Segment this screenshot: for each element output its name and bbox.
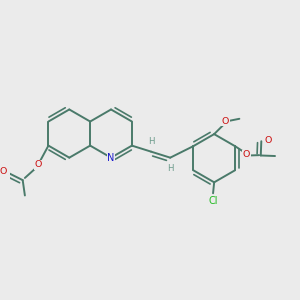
Text: O: O [34,160,42,169]
Text: H: H [167,164,174,172]
Text: Cl: Cl [208,196,218,206]
Text: O: O [265,136,272,145]
Text: H: H [148,137,155,146]
Text: O: O [222,117,229,126]
Text: O: O [243,150,250,159]
Text: N: N [107,153,115,163]
Text: O: O [0,167,7,176]
